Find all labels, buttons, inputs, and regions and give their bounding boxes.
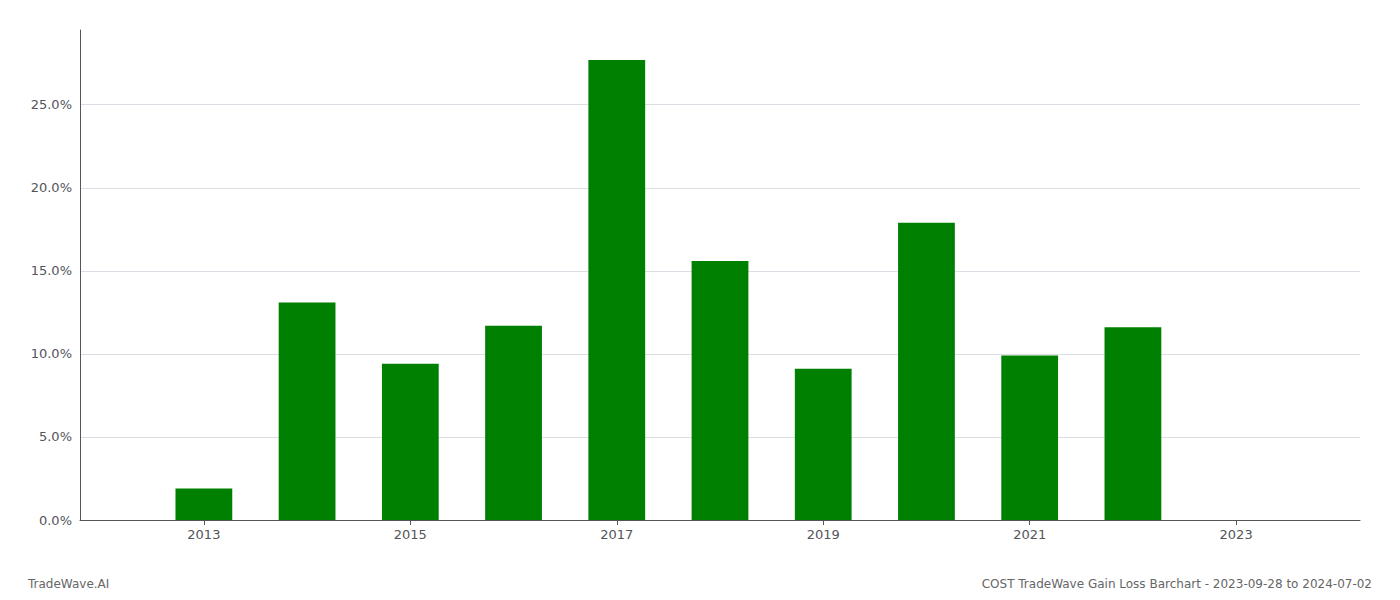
svg-text:25.0%: 25.0% bbox=[31, 97, 72, 112]
svg-text:COST TradeWave Gain Loss Barch: COST TradeWave Gain Loss Barchart - 2023… bbox=[982, 577, 1372, 591]
svg-text:20.0%: 20.0% bbox=[31, 180, 72, 195]
svg-text:5.0%: 5.0% bbox=[39, 429, 72, 444]
svg-text:2019: 2019 bbox=[807, 527, 840, 542]
svg-text:2017: 2017 bbox=[600, 527, 633, 542]
svg-text:2013: 2013 bbox=[187, 527, 220, 542]
svg-text:2015: 2015 bbox=[394, 527, 427, 542]
svg-text:0.0%: 0.0% bbox=[39, 513, 72, 528]
svg-text:TradeWave.AI: TradeWave.AI bbox=[27, 577, 109, 591]
svg-text:10.0%: 10.0% bbox=[31, 346, 72, 361]
svg-text:15.0%: 15.0% bbox=[31, 263, 72, 278]
svg-text:2021: 2021 bbox=[1013, 527, 1046, 542]
svg-text:2023: 2023 bbox=[1220, 527, 1253, 542]
